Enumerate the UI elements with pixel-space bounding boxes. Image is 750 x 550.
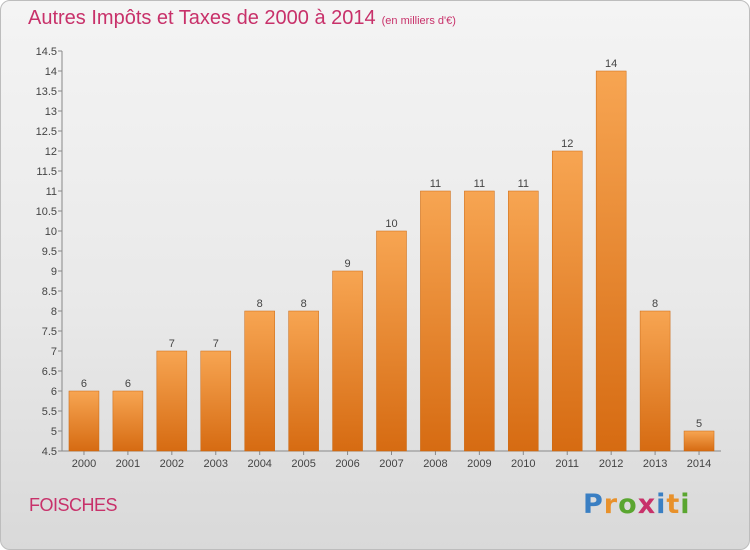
x-tick-label: 2006 [335,458,359,470]
bar-2002 [156,350,188,452]
bar-2000 [68,390,100,452]
y-tick-label: 12.5 [36,126,57,138]
bar-2008 [420,190,451,452]
y-tick-label: 14 [45,66,57,78]
y-tick-label: 13 [45,106,57,118]
y-tick-label: 11.5 [36,166,57,178]
proxiti-logo[interactable]: Proxiti [583,489,691,520]
bar-2005 [288,310,319,452]
data-label: 7 [169,338,175,350]
chart-subtitle: (en milliers d'€) [381,15,456,27]
data-label: 8 [301,298,307,310]
chart-title-text: Autres Impôts et Taxes de 2000 à 2014 [28,7,376,29]
y-tick-label: 12 [45,146,57,158]
bar-2010 [508,190,539,452]
y-tick-label: 5 [51,426,57,438]
data-label: 10 [385,218,397,230]
y-tick-label: 8.5 [42,286,57,298]
data-label: 6 [81,378,87,390]
x-tick-label: 2002 [160,458,184,470]
logo-letter: P [583,489,604,520]
y-tick-label: 5.5 [42,406,57,418]
x-tick-label: 2010 [511,458,535,470]
data-label: 9 [345,258,351,270]
bar-2007 [376,230,407,452]
data-label: 12 [561,138,573,150]
x-tick-label: 2013 [643,458,667,470]
data-label: 6 [125,378,131,390]
bar-2004 [244,310,275,452]
y-tick-label: 4.5 [42,446,57,458]
bar-2013 [639,310,671,452]
logo-letter: x [637,489,657,520]
data-label: 11 [518,178,529,190]
x-tick-label: 2003 [204,458,228,470]
logo-letter: i [656,489,667,520]
bar-2009 [464,190,495,452]
logo-letter: o [618,489,638,520]
y-tick-label: 10 [45,226,57,238]
bar-2011 [551,150,583,452]
bar-2012 [595,70,627,452]
bar-2014 [683,430,715,452]
y-tick-label: 6 [51,386,57,398]
bar-2006 [332,270,363,452]
x-tick-label: 2012 [599,458,623,470]
logo-letter: i [680,489,691,520]
y-tick-label: 7 [51,346,57,358]
x-tick-label: 2001 [116,458,140,470]
y-tick-label: 11 [46,186,57,198]
x-tick-label: 2000 [72,458,96,470]
y-tick-label: 9 [51,266,57,278]
logo-letter: r [603,489,619,520]
chart-title: Autres Impôts et Taxes de 2000 à 2014 (en… [28,7,456,30]
data-label: 8 [652,298,658,310]
data-label: 8 [257,298,263,310]
logo-letter: t [666,489,681,520]
data-label: 11 [430,178,441,190]
town-name: FOISCHES [29,495,118,515]
x-tick-label: 2004 [247,458,271,470]
x-tick-label: 2014 [687,458,711,470]
data-label: 11 [474,178,485,190]
x-tick-label: 2005 [291,458,315,470]
bar-2003 [200,350,232,452]
y-tick-label: 13.5 [36,86,57,98]
chart-bars [68,70,715,452]
y-tick-label: 10.5 [36,206,57,218]
y-tick-label: 7.5 [42,326,57,338]
x-tick-label: 2009 [467,458,491,470]
y-tick-label: 14.5 [36,46,57,58]
data-label: 14 [605,58,617,70]
bar-2001 [112,390,144,452]
data-label: 7 [213,338,219,350]
x-tick-label: 2007 [379,458,403,470]
x-tick-label: 2008 [423,458,447,470]
data-label: 5 [696,418,702,430]
y-tick-label: 8 [51,306,57,318]
x-tick-label: 2011 [555,458,579,470]
y-tick-label: 9.5 [42,246,57,258]
y-tick-label: 6.5 [42,366,57,378]
chart-data-labels: 6 6 7 7 8 8 9 10 11 11 11 12 14 8 5 [81,58,702,430]
